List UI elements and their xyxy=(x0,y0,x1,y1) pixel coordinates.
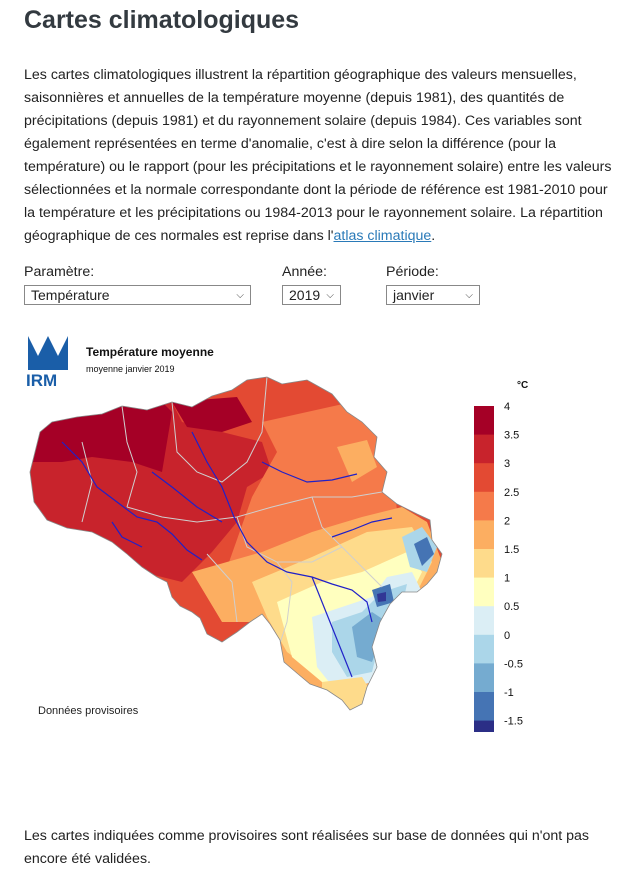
logo-text: IRM xyxy=(26,371,57,390)
annee-value: 2019 xyxy=(289,287,321,303)
provisional-note: Données provisoires xyxy=(38,705,139,717)
legend-label: 1.5 xyxy=(504,544,519,556)
legend-label: -0.5 xyxy=(504,658,523,670)
temperature-map-figure: IRM Température moyenne moyenne janvier … xyxy=(26,336,528,732)
periode-value: janvier xyxy=(393,287,435,303)
parametre-label: Paramètre: xyxy=(24,264,95,280)
periode-select[interactable]: janvier ⌵ xyxy=(386,285,480,305)
parametre-value: Température xyxy=(31,287,110,303)
page-title: Cartes climatologiques xyxy=(24,6,300,34)
legend-swatch xyxy=(474,663,494,693)
parametre-select[interactable]: Température ⌵ xyxy=(24,285,251,305)
color-legend: °C 4 3.5 3 2.5 2 1.5 1 0.5 0 -0.5 -1 -1.5 xyxy=(474,380,528,732)
legend-label: 0 xyxy=(504,630,510,642)
legend-label: 2.5 xyxy=(504,487,519,499)
legend-label: 2 xyxy=(504,515,510,527)
legend-swatch xyxy=(474,520,494,550)
map-subtitle: moyenne janvier 2019 xyxy=(86,364,175,374)
legend-swatch xyxy=(474,577,494,607)
atlas-climatique-link[interactable]: atlas climatique xyxy=(333,228,432,244)
intro-text: Les cartes climatologiques illustrent la… xyxy=(24,67,612,244)
legend-label: -1.5 xyxy=(504,716,523,728)
legend-swatch xyxy=(474,491,494,521)
legend-swatch xyxy=(474,606,494,636)
legend-swatch xyxy=(474,406,494,436)
legend-label: 0.5 xyxy=(504,601,519,613)
chevron-down-icon: ⌵ xyxy=(326,289,334,301)
map-title: Température moyenne xyxy=(86,345,214,359)
legend-label: 3.5 xyxy=(504,430,519,442)
legend-swatch xyxy=(474,463,494,493)
legend-label: -1 xyxy=(504,687,514,699)
annee-label: Année: xyxy=(282,264,327,280)
chevron-down-icon: ⌵ xyxy=(236,289,244,301)
parametre-field: Paramètre: Température ⌵ xyxy=(24,264,251,305)
legend-label: 1 xyxy=(504,573,510,585)
annee-select[interactable]: 2019 ⌵ xyxy=(282,285,341,305)
legend-label: 3 xyxy=(504,458,510,470)
legend-label: 4 xyxy=(504,401,510,413)
footer-note: Les cartes indiquées comme provisoires s… xyxy=(24,828,590,867)
annee-field: Année: 2019 ⌵ xyxy=(282,264,341,305)
intro-end: . xyxy=(431,228,436,244)
periode-label: Période: xyxy=(386,264,439,280)
legend-unit: °C xyxy=(517,380,528,391)
legend-swatch xyxy=(474,549,494,579)
belgium-map xyxy=(29,376,443,711)
chevron-down-icon: ⌵ xyxy=(465,289,473,301)
legend-swatch xyxy=(474,434,494,464)
intro-paragraph: Les cartes climatologiques illustrent la… xyxy=(24,64,622,248)
legend-swatch xyxy=(474,720,494,732)
periode-field: Période: janvier ⌵ xyxy=(386,264,480,305)
irm-logo: IRM xyxy=(26,336,68,390)
legend-swatch xyxy=(474,634,494,664)
legend-swatch xyxy=(474,692,494,722)
